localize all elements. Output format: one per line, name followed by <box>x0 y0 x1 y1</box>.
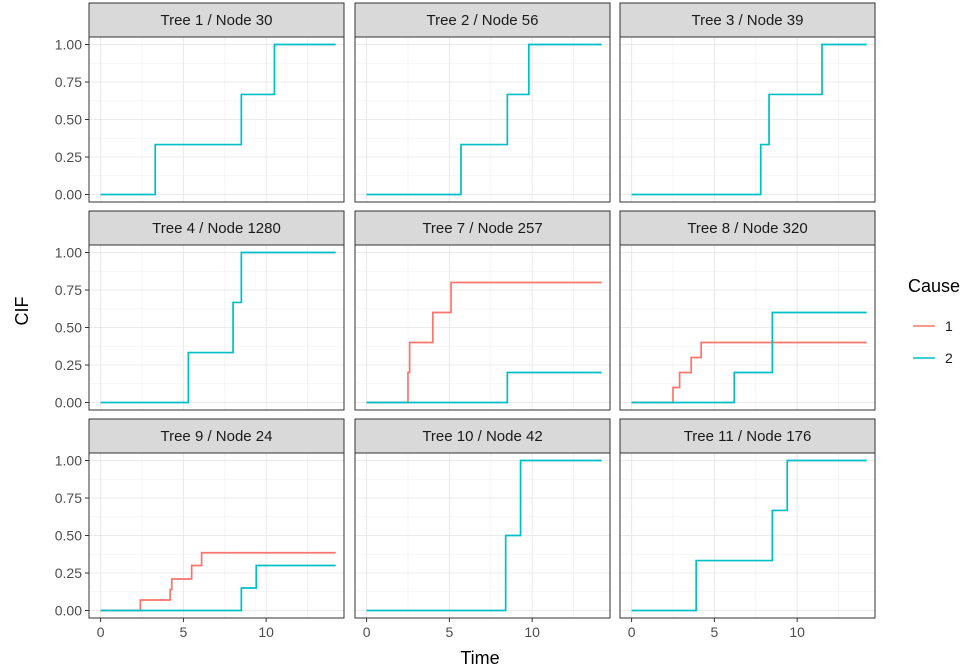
facet-strip <box>88 210 345 246</box>
facet-title: Tree 8 / Node 320 <box>687 220 807 237</box>
facet-title: Tree 11 / Node 176 <box>684 428 812 445</box>
facet-strip <box>619 2 876 38</box>
y-tick-label: 0.75 <box>55 74 82 90</box>
facet-panel-4: Tree 4 / Node 1280 <box>85 210 345 411</box>
y-tick-label: 0.50 <box>55 528 82 544</box>
cif-step-line-cause-1 <box>631 341 867 404</box>
facet-panels: Tree 1 / Node 30 Tree 2 / Node 56 Tree 3 /… <box>85 2 876 622</box>
facet-title: Tree 2 / Node 56 <box>426 12 538 29</box>
y-tick-label: 0.00 <box>55 187 82 203</box>
facet-panel-1: Tree 1 / Node 30 <box>85 2 345 203</box>
cif-step-line-cause-2 <box>100 251 336 404</box>
y-tick-label: 0.75 <box>55 282 82 298</box>
facet-strip <box>88 2 345 38</box>
facet-panel-7: Tree 9 / Node 24 <box>85 418 345 622</box>
y-tick-label: 1.00 <box>55 453 82 469</box>
x-tick-label: 10 <box>258 624 274 640</box>
facet-title: Tree 7 / Node 257 <box>422 220 542 237</box>
facet-panel-5: Tree 7 / Node 257 <box>354 210 611 411</box>
panel-border <box>619 452 876 619</box>
facet-panel-2: Tree 2 / Node 56 <box>354 2 611 203</box>
facet-title: Tree 3 / Node 39 <box>691 12 803 29</box>
y-tick-label: 1.00 <box>55 245 82 261</box>
cif-step-line-cause-2 <box>366 459 602 612</box>
cif-step-line-cause-1 <box>366 281 602 404</box>
legend-title: Cause <box>908 276 960 296</box>
facet-strip <box>88 418 345 454</box>
x-tick-label: 0 <box>97 624 105 640</box>
cif-step-line-cause-2 <box>366 43 602 196</box>
y-axis-title: CIF <box>12 297 32 326</box>
cif-step-line-cause-2 <box>366 371 602 404</box>
panel-border <box>619 244 876 411</box>
facet-title: Tree 4 / Node 1280 <box>152 220 281 237</box>
y-tick-label: 0.25 <box>55 565 82 581</box>
facet-panel-9: Tree 11 / Node 176 <box>619 418 876 622</box>
y-tick-label: 1.00 <box>55 37 82 53</box>
facet-panel-6: Tree 8 / Node 320 <box>619 210 876 411</box>
x-tick-label: 5 <box>710 624 718 640</box>
x-tick-label: 10 <box>524 624 540 640</box>
legend-label-1: 1 <box>945 318 953 334</box>
facet-title: Tree 10 / Node 42 <box>422 428 542 445</box>
cif-step-line-cause-2 <box>100 43 336 196</box>
facet-title: Tree 1 / Node 30 <box>160 12 272 29</box>
cif-step-line-cause-2 <box>631 43 867 196</box>
cif-step-line-cause-2 <box>631 311 867 404</box>
y-tick-label: 0.75 <box>55 490 82 506</box>
x-axis-title: Time <box>460 648 499 668</box>
y-tick-label: 0.00 <box>55 603 82 619</box>
x-tick-label: 10 <box>789 624 805 640</box>
facet-strip <box>354 210 611 246</box>
facet-panel-3: Tree 3 / Node 39 <box>619 2 876 203</box>
facet-title: Tree 9 / Node 24 <box>160 428 272 445</box>
y-tick-label: 0.50 <box>55 112 82 128</box>
cif-step-line-cause-2 <box>100 564 336 612</box>
y-tick-label: 0.50 <box>55 320 82 336</box>
panel-border <box>354 452 611 619</box>
legend-label-2: 2 <box>945 350 953 366</box>
facet-strip <box>354 2 611 38</box>
x-axis-tick-labels: 0 5 10 0 5 10 0 5 10 <box>97 624 805 640</box>
legend: Cause 1 2 <box>908 276 960 366</box>
panel-border <box>354 244 611 411</box>
x-tick-label: 0 <box>628 624 636 640</box>
facet-panel-8: Tree 10 / Node 42 <box>354 418 611 622</box>
panel-border <box>354 36 611 203</box>
y-tick-label: 0.00 <box>55 395 82 411</box>
y-axis-tick-labels: 0.00 0.25 0.50 0.75 1.00 0.00 0.25 0.50 0.75 1.00… <box>55 37 82 619</box>
panel-border <box>619 36 876 203</box>
x-tick-label: 5 <box>445 624 453 640</box>
y-tick-label: 0.25 <box>55 357 82 373</box>
y-tick-label: 0.25 <box>55 149 82 165</box>
facet-strip <box>619 418 876 454</box>
facet-strip <box>354 418 611 454</box>
cif-step-line-cause-2 <box>631 459 867 612</box>
x-tick-label: 0 <box>363 624 371 640</box>
x-tick-label: 5 <box>179 624 187 640</box>
cif-step-line-cause-1 <box>100 551 336 612</box>
